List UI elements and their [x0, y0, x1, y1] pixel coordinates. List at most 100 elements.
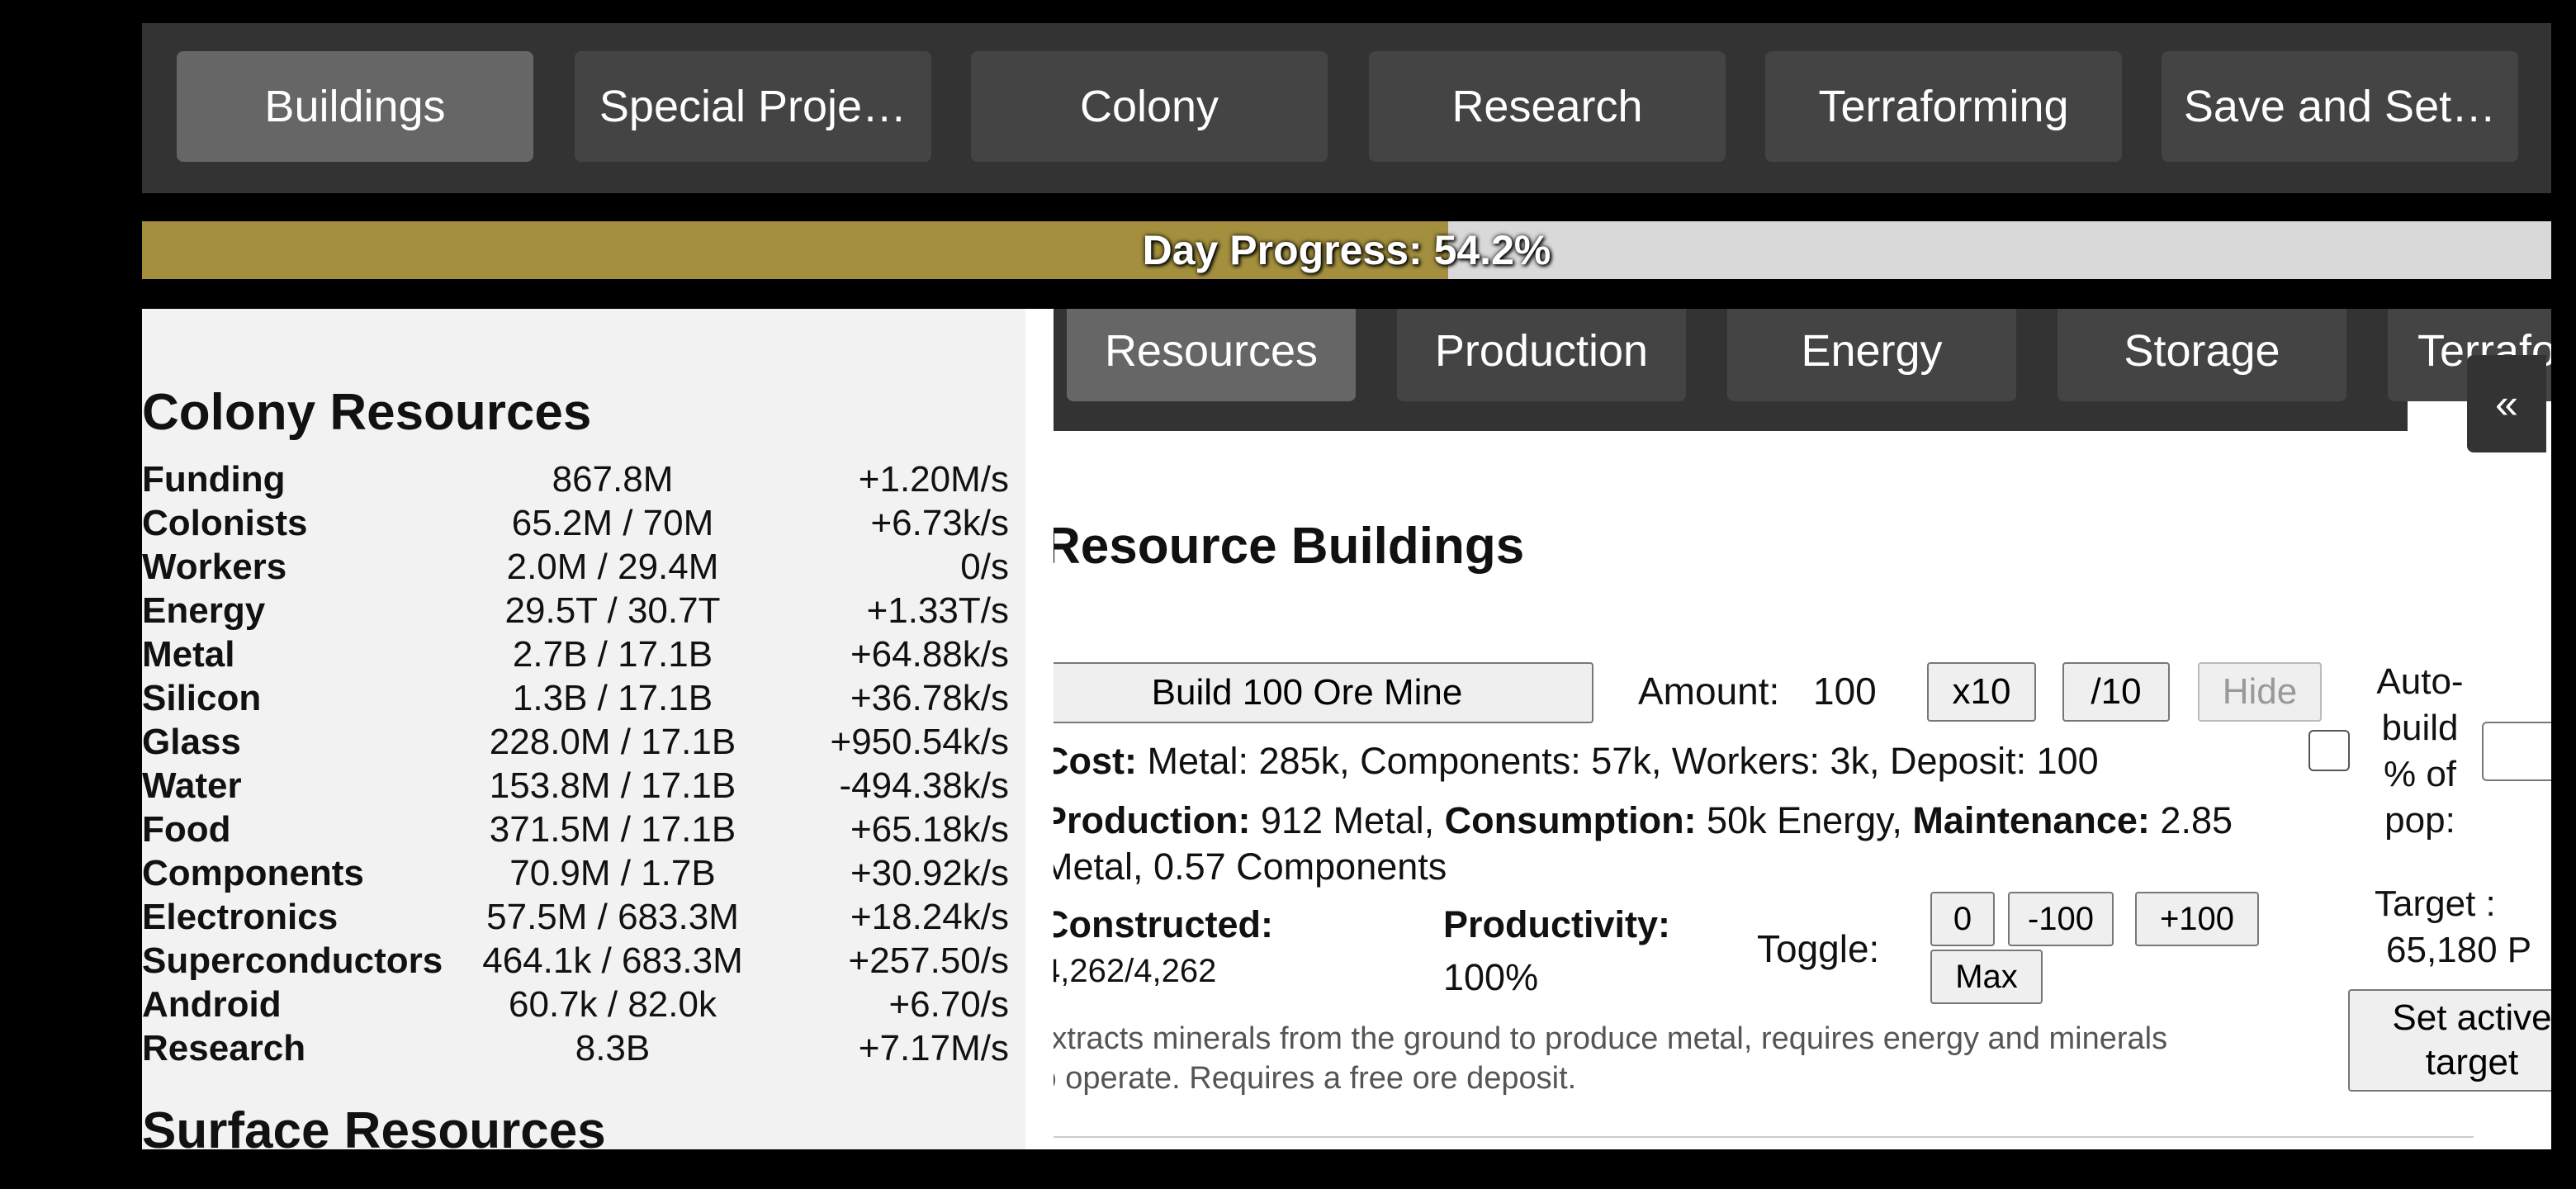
resource-name: Components	[142, 853, 364, 893]
resource-name: Android	[142, 984, 282, 1025]
target-value: 65,180 P	[2386, 930, 2532, 970]
maintenance-text: 2.85	[2149, 799, 2233, 841]
resource-name: Silicon	[142, 678, 262, 718]
resource-row: Components 70.9M / 1.7B +30.92k/s	[142, 851, 1009, 895]
resource-amount: 867.8M	[552, 459, 674, 500]
cost-line: Cost: Metal: 285k, Components: 57k, Work…	[1054, 740, 2099, 783]
resource-name: Superconductors	[142, 940, 443, 981]
resource-name: Funding	[142, 459, 286, 500]
description-line-1: Extracts minerals from the ground to pro…	[1054, 1021, 2168, 1056]
resource-name: Glass	[142, 722, 241, 762]
toggle-max-button[interactable]: Max	[1930, 950, 2043, 1004]
resource-rate: +18.24k/s	[850, 897, 1009, 937]
toggle-zero-button[interactable]: 0	[1930, 892, 1995, 946]
divide-amount-button[interactable]: /10	[2062, 662, 2170, 722]
resource-row: Energy 29.5T / 30.7T +1.33T/s	[142, 589, 1009, 632]
subtab-resources[interactable]: Resources	[1067, 309, 1356, 401]
bottom-border	[0, 1149, 2576, 1189]
resource-row: Water 153.8M / 17.1B -494.38k/s	[142, 764, 1009, 808]
tab-save-and-settings[interactable]: Save and Set…	[2162, 51, 2518, 162]
resource-row: Silicon 1.3B / 17.1B +36.78k/s	[142, 676, 1009, 720]
consumption-label: Consumption:	[1444, 799, 1697, 841]
cost-text: Metal: 285k, Components: 57k, Workers: 3…	[1136, 740, 2099, 782]
resource-table: Funding 867.8M +1.20M/s Colonists 65.2M / 70…	[142, 457, 1009, 1070]
target-label: Target :	[2375, 883, 2496, 924]
top-nav: Buildings Special Proje… Colony Research…	[142, 23, 2551, 193]
production-text: 912 Metal,	[1250, 799, 1445, 841]
production-label: Production:	[1054, 799, 1251, 841]
section-divider	[1054, 1136, 2474, 1138]
section-title: Resource Buildings	[1054, 518, 1525, 575]
resource-row: Android 60.7k / 82.0k +6.70/s	[142, 983, 1009, 1026]
toggle-plus-100-button[interactable]: +100	[2135, 892, 2259, 946]
resource-amount: 228.0M / 17.1B	[489, 722, 736, 762]
tab-research[interactable]: Research	[1369, 51, 1726, 162]
resource-rate: +36.78k/s	[850, 678, 1009, 718]
resource-rate: +1.33T/s	[866, 590, 1009, 631]
maintenance-label: Maintenance:	[1912, 799, 2150, 841]
productivity-value: 100%	[1443, 956, 1539, 998]
resource-amount: 1.3B / 17.1B	[512, 678, 713, 718]
surface-resources-title: Surface Resources	[142, 1102, 606, 1149]
subtab-production[interactable]: Production	[1397, 309, 1686, 401]
content-panel: Colony Resources Funding 867.8M +1.20M/s Co…	[142, 309, 2551, 1149]
subtab-storage[interactable]: Storage	[2057, 309, 2346, 401]
resource-name: Research	[142, 1028, 306, 1068]
consumption-text: 50k Energy,	[1696, 799, 1913, 841]
resource-amount: 65.2M / 70M	[511, 503, 714, 543]
build-ore-mine-button[interactable]: Build 100 Ore Mine	[1054, 662, 1593, 723]
tab-colony[interactable]: Colony	[971, 51, 1328, 162]
resource-amount: 2.7B / 17.1B	[512, 634, 713, 675]
set-active-target-button[interactable]: Set active target	[2348, 989, 2551, 1092]
resource-rate: +7.17M/s	[858, 1028, 1009, 1068]
tab-special-projects[interactable]: Special Proje…	[575, 51, 931, 162]
productivity-label: Productivity:	[1443, 903, 1671, 945]
resource-rate: +6.73k/s	[870, 503, 1009, 543]
tab-terraforming[interactable]: Terraforming	[1765, 51, 2122, 162]
maintenance-line-2: Metal, 0.57 Components	[1054, 846, 1447, 888]
resource-row: Food 371.5M / 17.1B +65.18k/s	[142, 808, 1009, 851]
multiply-amount-button[interactable]: x10	[1927, 662, 2036, 722]
day-progress-bar: Day Progress: 54.2%	[142, 221, 2551, 279]
resource-row: Glass 228.0M / 17.1B +950.54k/s	[142, 720, 1009, 764]
autobuild-percent-input[interactable]	[2482, 722, 2551, 781]
buildings-main: Resources Production Energy Storage Terr…	[1054, 309, 2551, 1149]
resource-rate: 0/s	[960, 547, 1009, 587]
resource-name: Workers	[142, 547, 287, 587]
amount-label: Amount:	[1638, 670, 1780, 713]
description-line-2: to operate. Requires a free ore deposit.	[1054, 1061, 1577, 1096]
autobuild-checkbox[interactable]	[2308, 730, 2350, 771]
constructed-value: 4,262/4,262	[1054, 953, 1217, 989]
resource-name: Food	[142, 809, 231, 850]
sub-nav: Resources Production Energy Storage Terr…	[1054, 309, 2551, 431]
resource-amount: 70.9M / 1.7B	[509, 853, 716, 893]
constructed-label: Constructed:	[1054, 903, 1273, 945]
subtab-energy[interactable]: Energy	[1727, 309, 2016, 401]
collapse-sidebar-button[interactable]: «	[2467, 355, 2546, 452]
resource-rate: -494.38k/s	[839, 765, 1009, 806]
resource-row: Colonists 65.2M / 70M +6.73k/s	[142, 501, 1009, 545]
colony-resources-title: Colony Resources	[142, 384, 592, 441]
resource-rate: +257.50/s	[848, 940, 1010, 981]
resource-row: Funding 867.8M +1.20M/s	[142, 457, 1009, 501]
resource-rate: +1.20M/s	[858, 459, 1009, 500]
cost-label: Cost:	[1054, 740, 1137, 782]
resource-name: Energy	[142, 590, 266, 631]
resource-rate: +65.18k/s	[850, 809, 1009, 850]
resource-row: Research 8.3B +7.17M/s	[142, 1026, 1009, 1070]
resource-amount: 153.8M / 17.1B	[489, 765, 736, 806]
resource-amount: 464.1k / 683.3M	[482, 940, 743, 981]
day-progress-label: Day Progress: 54.2%	[1142, 227, 1551, 273]
hide-button[interactable]: Hide	[2198, 662, 2322, 722]
toggle-minus-100-button[interactable]: -100	[2008, 892, 2114, 946]
resource-row: Electronics 57.5M / 683.3M +18.24k/s	[142, 895, 1009, 939]
toggle-label: Toggle:	[1757, 927, 1880, 970]
resource-amount: 57.5M / 683.3M	[486, 897, 739, 937]
autobuild-label: Auto-build % of pop:	[2376, 661, 2464, 841]
resource-amount: 29.5T / 30.7T	[504, 590, 721, 631]
resource-amount: 60.7k / 82.0k	[509, 984, 717, 1025]
resource-rate: +950.54k/s	[830, 722, 1010, 762]
resource-row: Workers 2.0M / 29.4M 0/s	[142, 545, 1009, 589]
resource-name: Water	[142, 765, 242, 806]
tab-buildings[interactable]: Buildings	[177, 51, 533, 162]
